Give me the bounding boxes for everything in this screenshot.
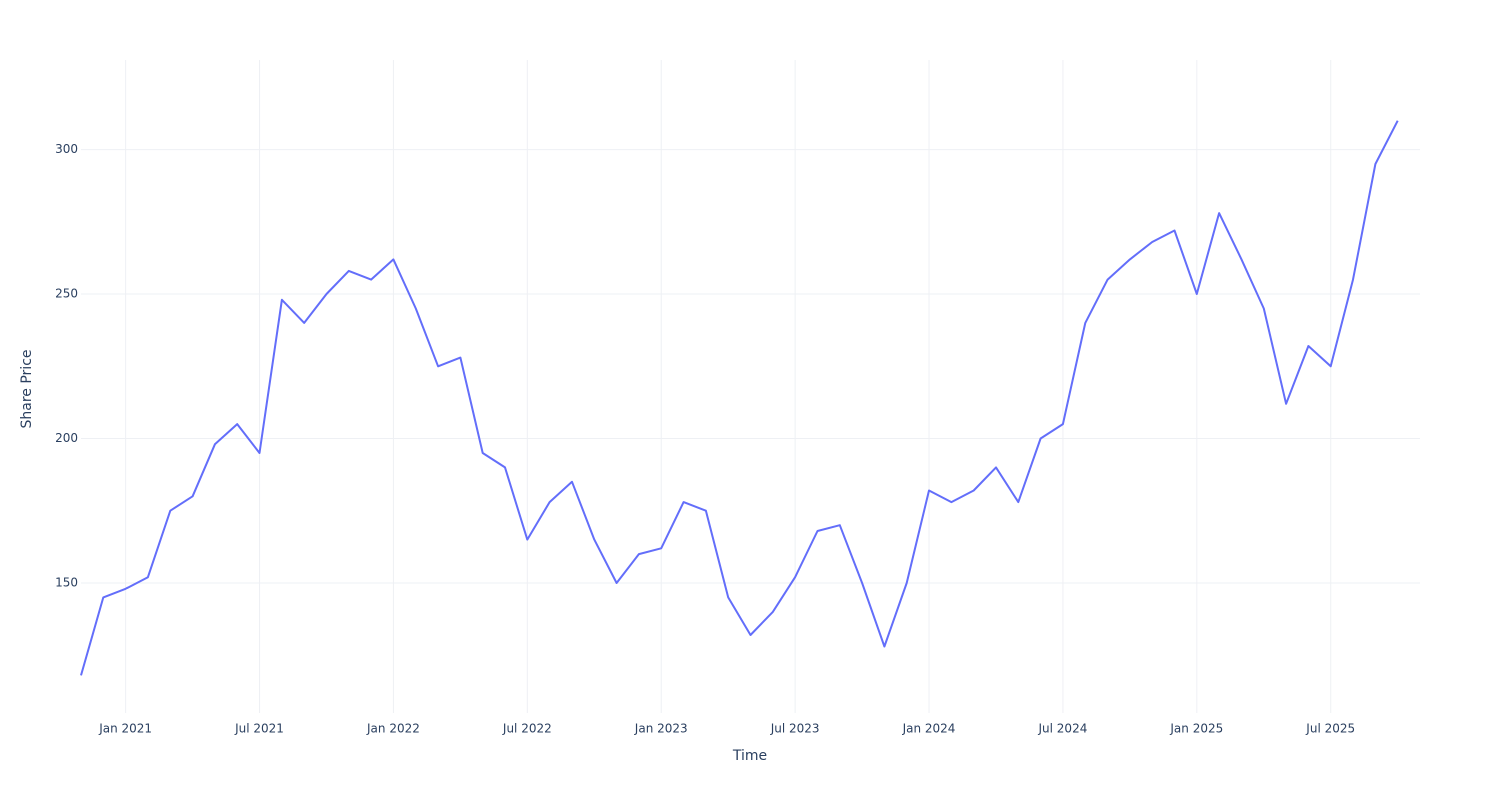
- y-tick-label: 250: [55, 287, 78, 301]
- line: [80, 120, 1399, 676]
- x-tick-label: Jan 2021: [98, 722, 152, 736]
- x-tick-label: Jan 2023: [634, 722, 688, 736]
- x-tick-label: Jan 2024: [902, 722, 956, 736]
- x-tick-label: Jul 2025: [1305, 722, 1355, 736]
- x-tick-label: Jul 2024: [1038, 722, 1088, 736]
- y-axis-title: Share Price: [19, 349, 35, 428]
- x-tick-label: Jan 2025: [1169, 722, 1223, 736]
- y-tick-label: 200: [55, 431, 78, 445]
- x-tick-label: Jan 2022: [366, 722, 420, 736]
- x-tick-label: Jul 2023: [770, 722, 820, 736]
- x-axis-title: Time: [732, 748, 767, 764]
- x-tick-label: Jul 2021: [234, 722, 284, 736]
- y-tick-label: 150: [55, 575, 78, 589]
- x-tick-label: Jul 2022: [502, 722, 552, 736]
- y-tick-label: 300: [55, 142, 78, 156]
